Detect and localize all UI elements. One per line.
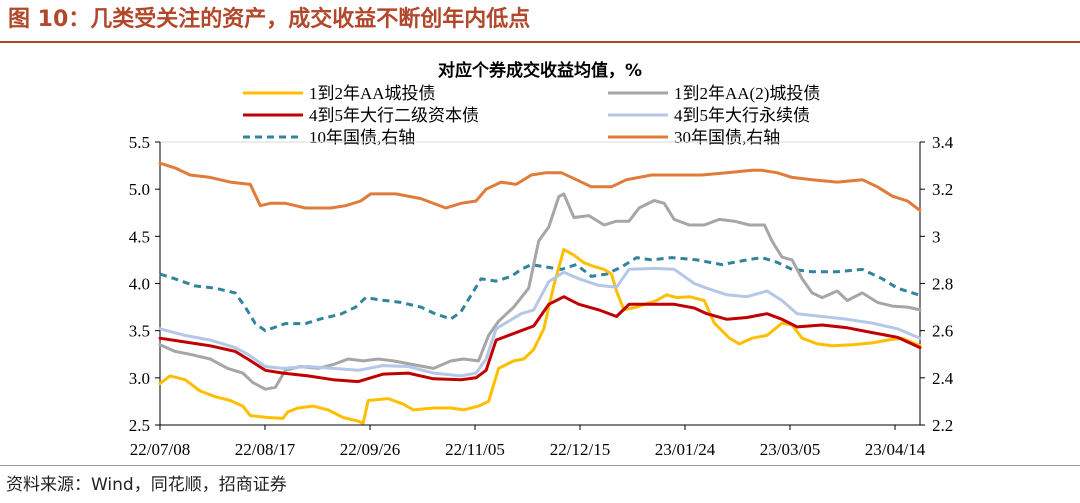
legend-item: 1到2年AA(2)城投债: [608, 84, 820, 103]
x-tick-label: 22/07/08: [130, 440, 190, 459]
legend-label: 1到2年AA(2)城投债: [674, 84, 820, 103]
legend-item: 10年国债,右轴: [243, 128, 415, 147]
y-tick-label-left: 5.5: [129, 133, 150, 152]
figure-title: 图 10：几类受关注的资产，成交收益不断创年内低点: [8, 2, 530, 38]
x-tick-label: 22/11/05: [445, 440, 505, 459]
series-line-6: [158, 161, 922, 212]
y-tick-label-left: 2.5: [129, 416, 150, 435]
series-line-1: [158, 248, 922, 425]
y-tick-label-right: 2.2: [932, 416, 953, 435]
y-tick-label-left: 5.0: [129, 180, 150, 199]
plot-area: 2.5 3.0 3.5 4.0 4.5 5.0 5.5 2.2 2.4 2.6 2.8 3 3.2 3.4…: [129, 133, 954, 459]
x-tick-label: 22/08/17: [235, 440, 296, 459]
series-line-3: [158, 295, 922, 384]
x-tick-label: 22/12/15: [550, 440, 610, 459]
chart: 对应个券成交收益均值，% 1到2年AA城投债 1到2年AA(2)城投债 4到5年大行…: [129, 60, 954, 459]
chart-legend: 1到2年AA城投债 1到2年AA(2)城投债 4到5年大行二级资本债 4到5年大行永续…: [243, 84, 820, 147]
y-tick-label-right: 2.6: [932, 322, 953, 341]
source-note: 资料来源：Wind，同花顺，招商证券: [6, 470, 287, 495]
y-tick-label-left: 4.0: [129, 275, 150, 294]
legend-item: 4到5年大行永续债: [608, 106, 810, 125]
x-tick-label: 23/01/24: [655, 440, 716, 459]
source-rule: [0, 465, 1080, 466]
series-line-4: [158, 266, 922, 378]
y-tick-label-left: 3.5: [129, 322, 150, 341]
legend-label: 4到5年大行二级资本债: [309, 106, 479, 125]
x-tick-label: 23/03/05: [760, 440, 820, 459]
figure-title-text: 图 10：几类受关注的资产，成交收益不断创年内低点: [8, 7, 531, 32]
legend-label: 30年国债,右轴: [674, 128, 780, 147]
y-tick-label-right: 2.4: [932, 369, 954, 388]
y-tick-label-right: 2.8: [932, 275, 953, 294]
y-tick-label-right: 3: [932, 227, 941, 246]
legend-item: 1到2年AA城投债: [243, 84, 436, 103]
y-tick-label-right: 3.4: [932, 133, 954, 152]
chart-title: 对应个券成交收益均值，%: [438, 60, 642, 81]
legend-label: 4到5年大行永续债: [674, 106, 810, 125]
title-rule: [0, 41, 1080, 43]
y-tick-label-right: 3.2: [932, 180, 953, 199]
y-tick-label-left: 4.5: [129, 227, 150, 246]
y-tick-label-left: 3.0: [129, 369, 150, 388]
legend-item: 30年国债,右轴: [608, 128, 780, 147]
legend-item: 4到5年大行二级资本债: [243, 106, 479, 125]
legend-label: 1到2年AA城投债: [309, 84, 436, 103]
legend-label: 10年国债,右轴: [309, 128, 415, 147]
x-tick-label: 23/04/14: [865, 440, 926, 459]
series-line-2: [158, 192, 922, 391]
series-line-5: [159, 256, 921, 333]
x-tick-label: 22/09/26: [340, 440, 400, 459]
source-text: 资料来源：Wind，同花顺，招商证券: [6, 475, 287, 495]
